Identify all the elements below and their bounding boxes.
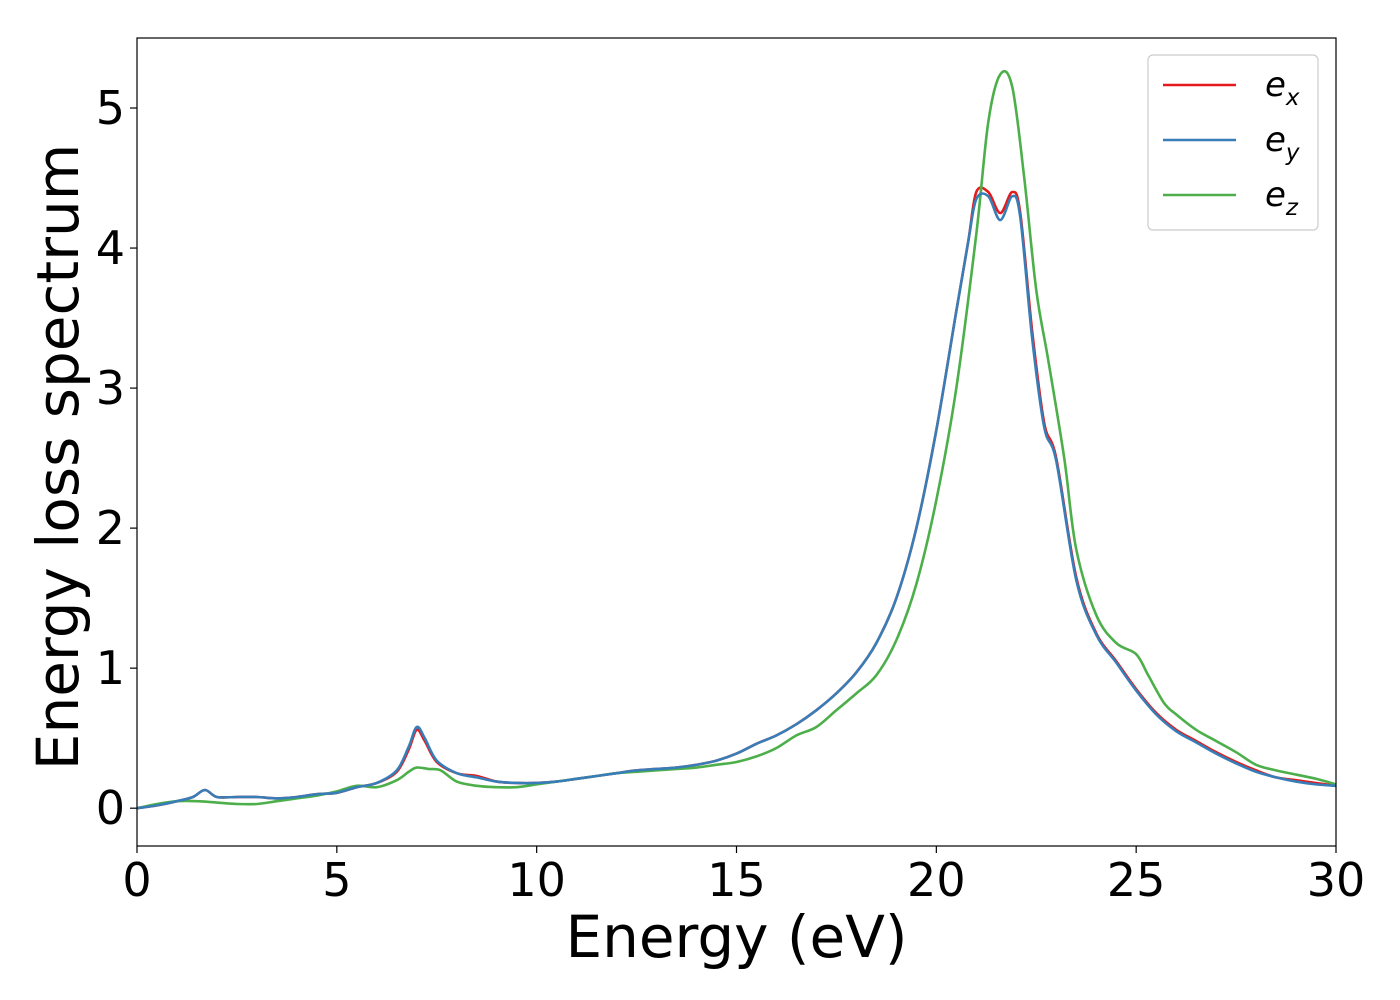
legend-label-base: e bbox=[1265, 120, 1286, 160]
legend-label-subscript: y bbox=[1285, 140, 1300, 166]
y-tick-label-2: 2 bbox=[96, 501, 125, 555]
legend-label-x: ex bbox=[1265, 65, 1300, 111]
legend-label-z: ez bbox=[1265, 175, 1299, 221]
y-tick-label-3: 3 bbox=[96, 361, 125, 415]
y-tick-label-0: 0 bbox=[96, 781, 125, 835]
legend-label-y: ey bbox=[1265, 120, 1300, 166]
y-tick-label-5: 5 bbox=[96, 81, 125, 135]
y-axis-title: Energy loss spectrum bbox=[24, 144, 92, 770]
legend-box bbox=[1147, 54, 1319, 231]
x-tick-label-25: 25 bbox=[1107, 853, 1166, 907]
x-axis-ticks: 0 5 10 15 20 25 30 bbox=[122, 846, 1365, 907]
y-tick-label-1: 1 bbox=[96, 641, 125, 695]
x-tick-label-30: 30 bbox=[1307, 853, 1366, 907]
legend-label-subscript: z bbox=[1285, 195, 1299, 221]
legend-label-base: e bbox=[1265, 175, 1286, 215]
x-tick-label-10: 10 bbox=[507, 853, 566, 907]
y-axis-ticks: 0 1 2 3 4 5 bbox=[96, 81, 137, 835]
x-axis-title: Energy (eV) bbox=[565, 903, 907, 971]
legend-label-base: e bbox=[1265, 65, 1286, 105]
series-layer bbox=[136, 69, 1337, 810]
series-line-y bbox=[136, 192, 1337, 810]
x-tick-label-15: 15 bbox=[707, 853, 766, 907]
x-tick-label-20: 20 bbox=[907, 853, 966, 907]
legend-label-subscript: x bbox=[1285, 85, 1300, 111]
y-tick-label-4: 4 bbox=[96, 221, 125, 275]
x-tick-label-5: 5 bbox=[322, 853, 351, 907]
x-tick-label-0: 0 bbox=[122, 853, 151, 907]
